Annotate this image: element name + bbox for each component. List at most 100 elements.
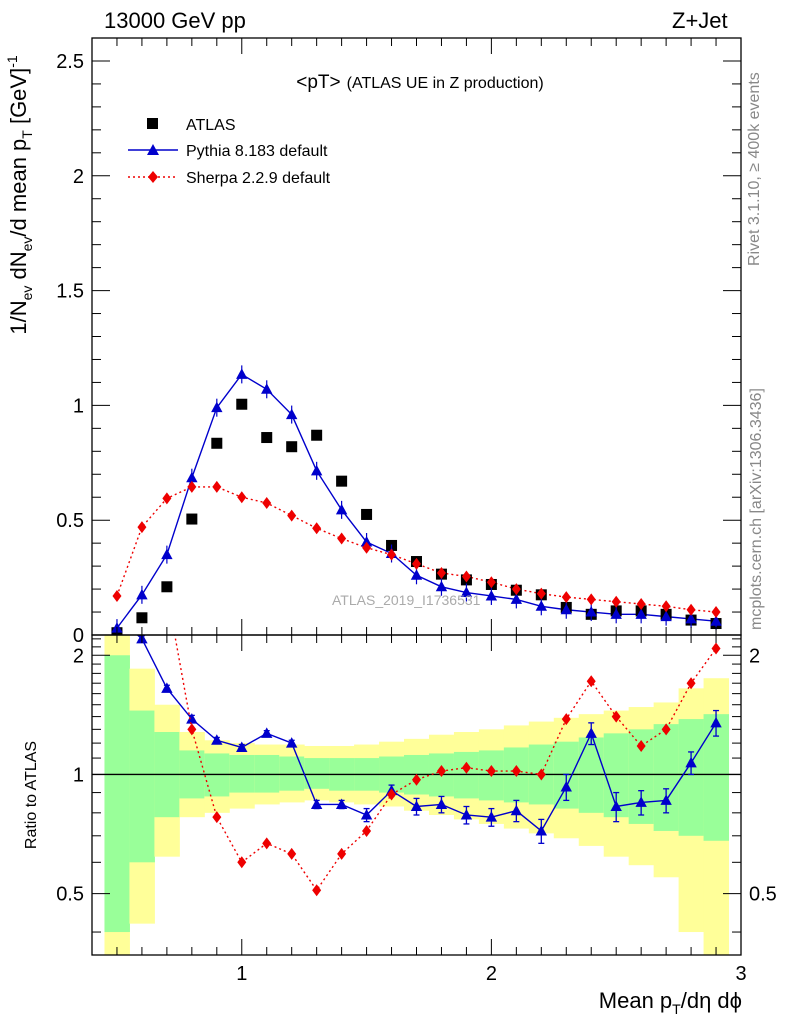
ratio-point-pythia [710, 716, 722, 728]
process-label: Z+Jet [672, 8, 728, 33]
ratio-point-pythia [510, 804, 523, 816]
ratio-point-pythia [360, 808, 373, 820]
data-point-sherpa [611, 595, 621, 608]
axis-ticks [91, 37, 742, 955]
ratio-point-sherpa [636, 739, 646, 752]
data-point-atlas [311, 429, 323, 441]
ratio-point-pythia [261, 727, 273, 738]
data-point-sherpa [312, 522, 322, 535]
main-y-tick-label: 1.5 [56, 281, 84, 303]
legend: ATLAS Pythia 8.183 default Sherpa 2.2.9 … [128, 117, 331, 187]
data-point-pythia [236, 368, 248, 379]
ratio-point-sherpa [387, 788, 397, 801]
data-point-sherpa [686, 603, 696, 616]
x-tick-label: 3 [735, 963, 746, 985]
ratio-point-sherpa [112, 460, 121, 472]
data-point-pythia [310, 464, 323, 476]
legend-marker-sherpa [148, 171, 158, 183]
ratio-point-pythia [435, 798, 448, 809]
ratio-point-pythia [585, 727, 597, 738]
data-point-pythia [560, 603, 572, 615]
data-point-pythia [585, 606, 597, 617]
data-point-pythia [660, 610, 672, 622]
legend-label-atlas: ATLAS [186, 117, 236, 134]
data-point-pythia [161, 548, 173, 560]
data-point-sherpa [661, 600, 671, 613]
main-y-tick-label: 1 [73, 395, 84, 417]
data-point-sherpa [387, 548, 397, 561]
main-y-tick-label: 2.5 [56, 51, 84, 73]
data-point-pythia [136, 588, 148, 600]
rivet-version-label: Rivet 3.1.10, ≥ 400k events [746, 72, 763, 266]
data-point-sherpa [586, 593, 596, 606]
ratio-point-sherpa [337, 847, 347, 860]
data-point-atlas [211, 437, 223, 449]
ratio-point-sherpa [237, 856, 247, 869]
mcplots-source-label: mcplots.cern.ch [arXiv:1306.3436] [748, 388, 765, 630]
ratio-point-pythia [685, 756, 697, 768]
data-point-pythia [335, 503, 348, 515]
band-green-bin [678, 719, 705, 836]
data-point-sherpa [486, 576, 496, 589]
ratio-y-tick-label-left: 2 [73, 645, 84, 667]
ratio-uncertainty-bands [104, 635, 730, 955]
legend-entry-atlas: ATLAS [147, 117, 236, 134]
data-point-pythia [186, 471, 198, 483]
ratio-point-sherpa [686, 677, 696, 690]
legend-marker-atlas [147, 118, 158, 129]
data-point-atlas [161, 581, 173, 593]
ratio-point-sherpa [586, 675, 596, 688]
data-point-sherpa [536, 587, 546, 600]
data-point-sherpa [287, 509, 297, 522]
data-point-sherpa [362, 541, 372, 554]
ratio-point-sherpa [137, 492, 146, 504]
ratio-point-sherpa [461, 761, 471, 774]
legend-entry-pythia: Pythia 8.183 default [128, 143, 328, 160]
legend-label-pythia: Pythia 8.183 default [186, 143, 328, 160]
data-point-atlas [186, 513, 198, 525]
ratio-point-sherpa [561, 713, 571, 726]
data-point-atlas [336, 475, 348, 487]
data-point-pythia [610, 608, 622, 619]
data-point-sherpa [436, 567, 446, 580]
ratio-point-pythia [186, 713, 198, 724]
data-point-atlas [261, 432, 273, 444]
x-tick-label: 2 [486, 963, 497, 985]
ratio-point-sherpa [611, 710, 621, 723]
ratio-y-tick-label-right: 2 [749, 645, 760, 667]
ratio-point-pythia [285, 737, 298, 748]
ratio-point-sherpa [362, 824, 372, 837]
ratio-point-sherpa [511, 765, 521, 778]
ratio-point-pythia [410, 800, 423, 812]
band-green-bin [129, 710, 155, 863]
ratio-y-tick-label-left: 1 [73, 764, 84, 786]
ratio-point-pythia [485, 811, 498, 822]
chart-title: <pT> (ATLAS UE in Z production) [296, 72, 543, 93]
ratio-point-pythia [310, 798, 323, 809]
legend-entry-sherpa: Sherpa 2.2.9 default [128, 170, 331, 187]
energy-label: 13000 GeV pp [104, 8, 246, 33]
ratio-point-pythia [211, 734, 223, 745]
data-point-sherpa [187, 480, 197, 493]
ratio-point-pythia [660, 794, 672, 805]
ratio-y-axis-label: Ratio to ATLAS [23, 741, 40, 849]
data-point-sherpa [212, 480, 222, 493]
ratio-point-pythia [460, 808, 473, 820]
ratio-point-sherpa [486, 765, 496, 778]
main-y-tick-label: 0 [73, 625, 84, 647]
ratio-point-sherpa [262, 837, 272, 850]
data-point-sherpa [561, 591, 571, 604]
data-point-pythia [285, 408, 298, 420]
data-point-pythia [211, 401, 223, 413]
ratio-y-tick-label-right: 0.5 [749, 884, 777, 906]
ratio-y-tick-label-left: 0.5 [56, 884, 84, 906]
x-axis-label: Mean pT/dη dϕ [599, 988, 742, 1017]
data-point-pythia [460, 586, 473, 598]
data-point-atlas [286, 441, 298, 453]
data-point-pythia [535, 600, 548, 611]
watermark-analysis-id: ATLAS_2019_I1736531 [332, 592, 481, 608]
band-green-bin [453, 751, 480, 799]
main-y-axis-label: 1/Nev dNev/d mean pT [GeV]-1 [4, 55, 35, 335]
data-point-sherpa [711, 606, 721, 619]
